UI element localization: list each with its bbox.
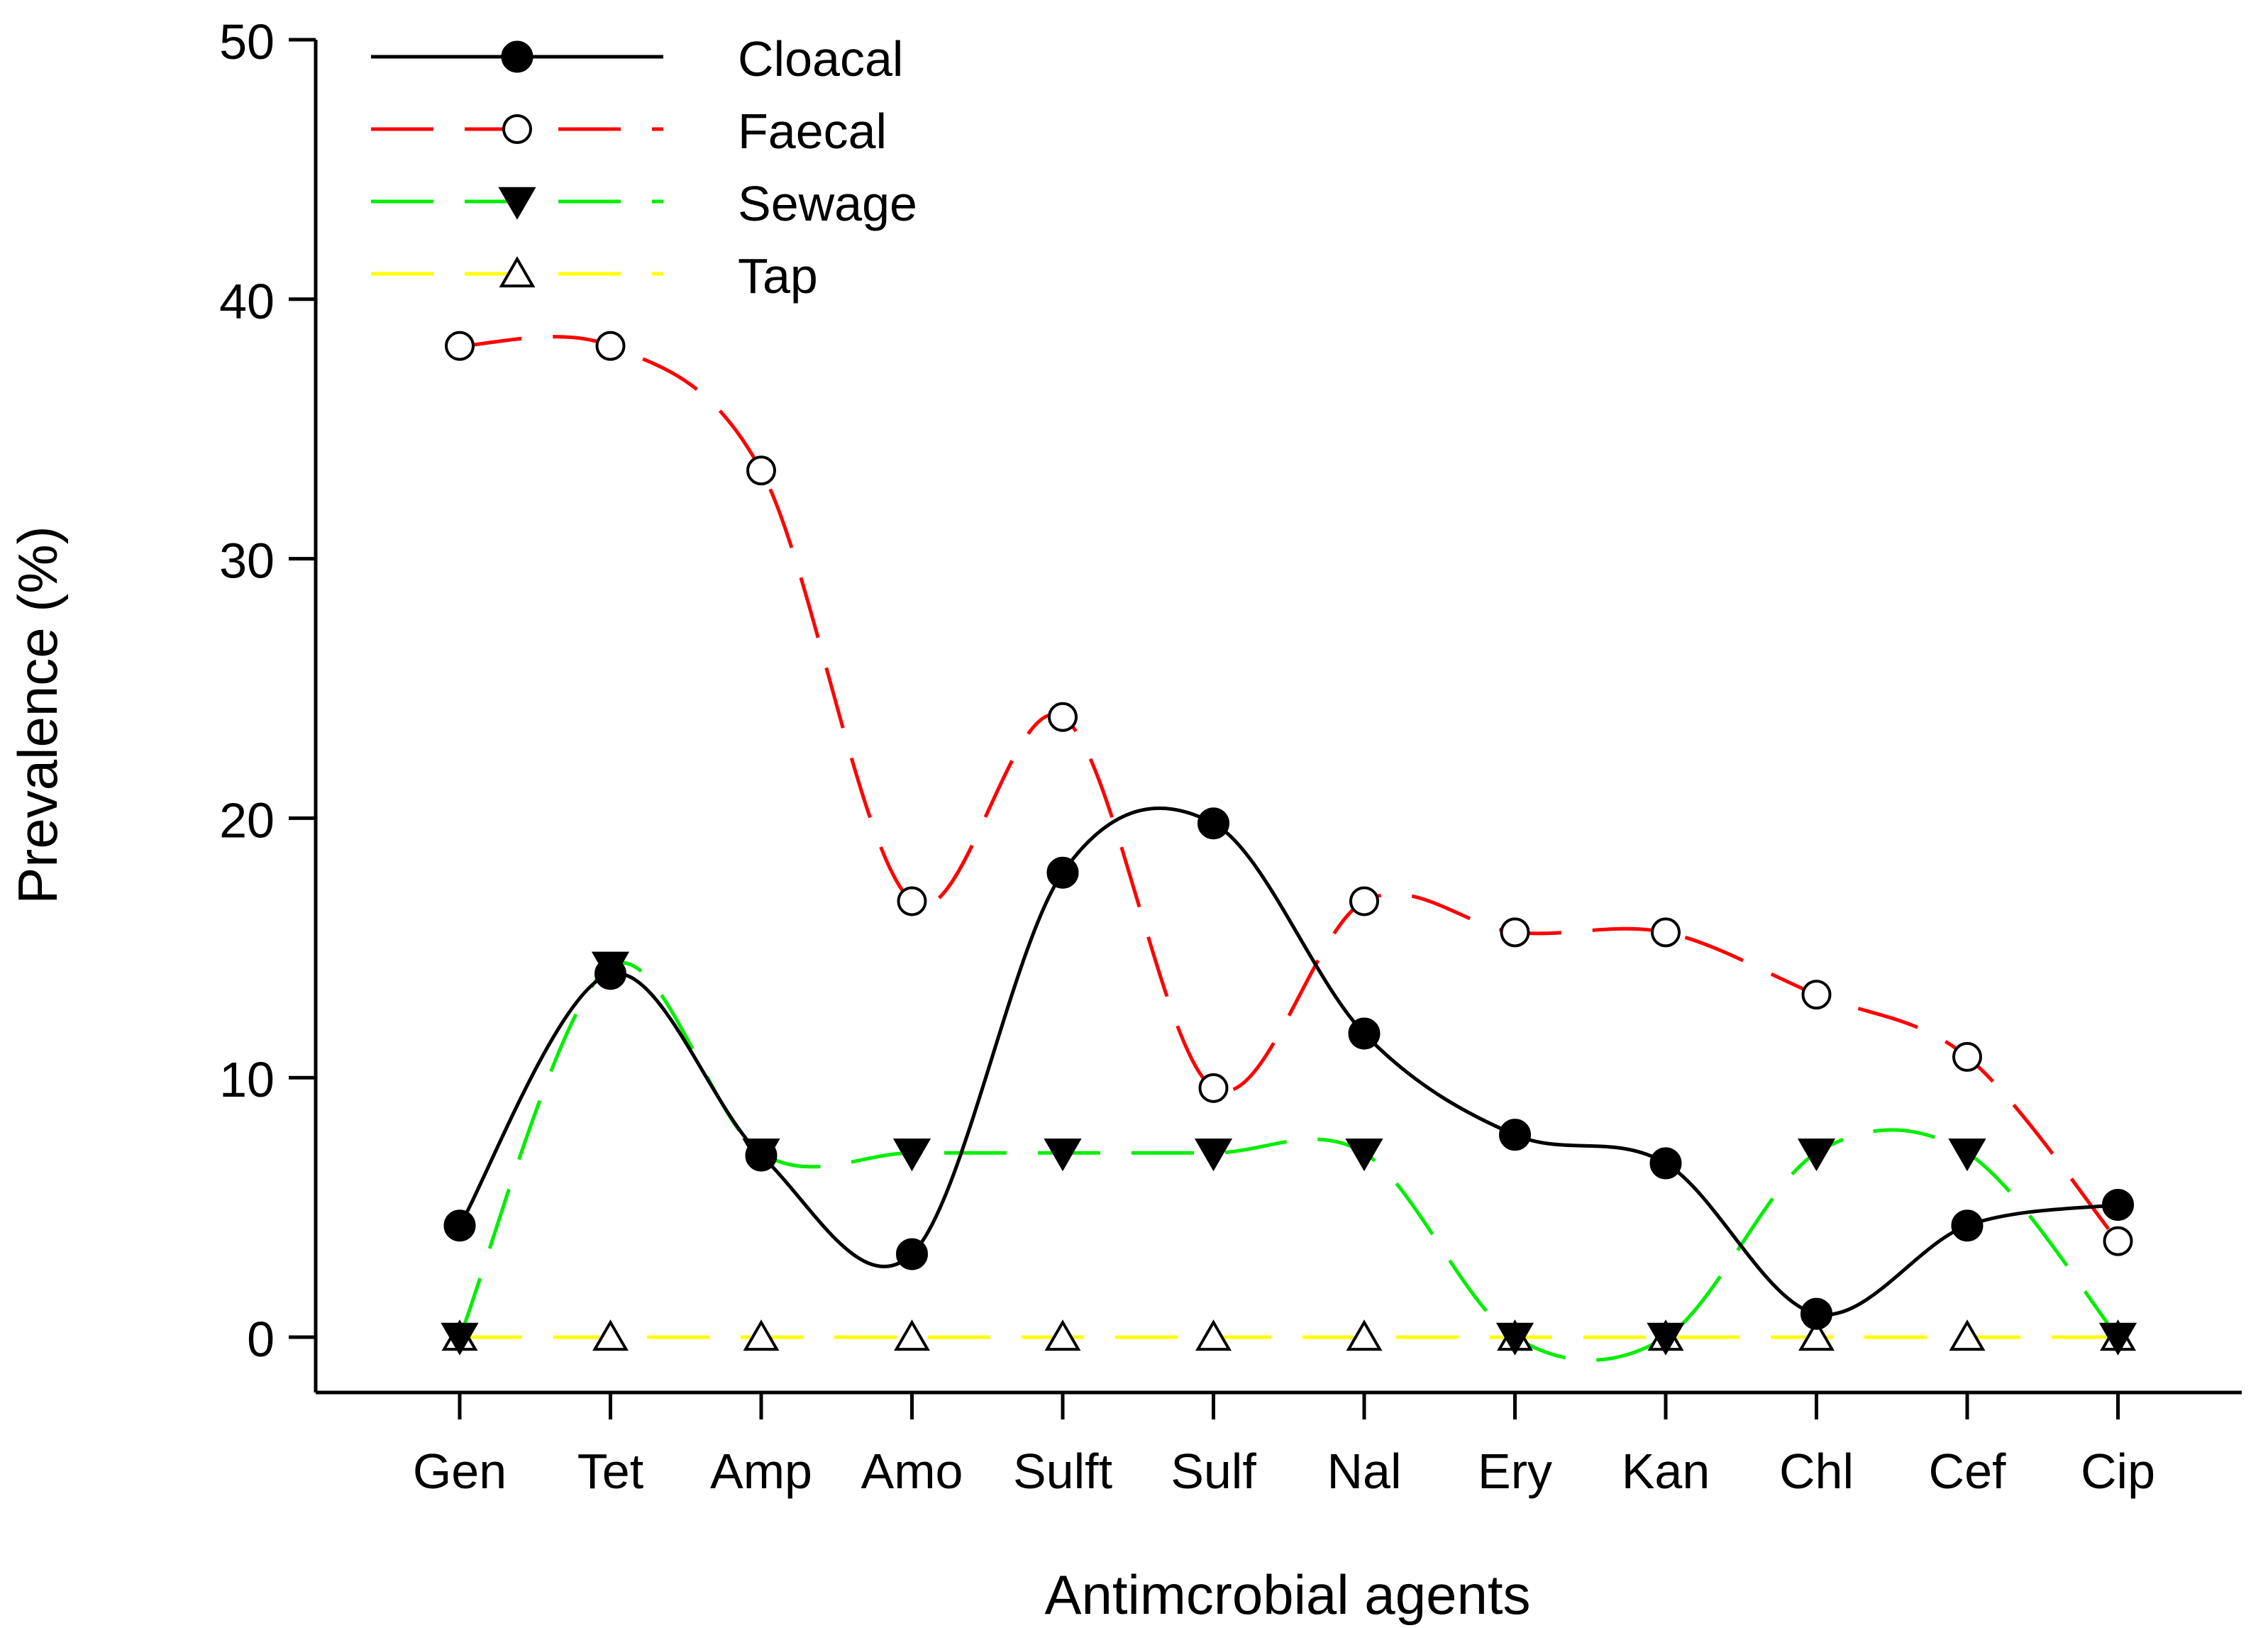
point-cloacal-kan (1649, 1147, 1682, 1180)
point-cloacal-tet (594, 958, 626, 990)
point-sewage-nal (1345, 1139, 1383, 1172)
y-tick-label: 40 (219, 274, 275, 329)
x-tick-label: Nal (1327, 1444, 1401, 1499)
point-sewage-sulf (1194, 1139, 1233, 1172)
x-axis-title: Antimcrobial agents (1044, 1563, 1530, 1626)
point-cloacal-gen (443, 1209, 476, 1242)
point-cloacal-sulft (1046, 856, 1079, 889)
point-tap-amo (894, 1319, 930, 1351)
point-faecal-cip (2103, 1226, 2133, 1256)
legend-marker-tap (499, 256, 536, 288)
point-sewage-gen (441, 1322, 479, 1356)
legend-label-cloacal: Cloacal (738, 31, 903, 87)
point-cloacal-amp (745, 1139, 778, 1172)
point-tap-tet (592, 1319, 629, 1351)
legend-marker-faecal (502, 114, 532, 144)
point-faecal-sulft (1048, 702, 1078, 732)
point-tap-cef (1949, 1319, 1986, 1351)
point-faecal-nal (1349, 886, 1379, 917)
legend-marker-sewage (498, 187, 536, 220)
x-tick-label: Sulf (1171, 1444, 1256, 1499)
point-faecal-amp (746, 455, 776, 486)
point-sewage-sulft (1044, 1139, 1082, 1172)
legend: Cloacal Faecal Sewage Tap (371, 31, 917, 304)
legend-label-tap: Tap (738, 248, 818, 304)
point-tap-sulf (1195, 1319, 1232, 1351)
point-cloacal-cip (2102, 1188, 2134, 1221)
point-faecal-tet (595, 331, 626, 361)
y-axis-title: Prevalence (%) (6, 526, 69, 904)
point-cloacal-amo (896, 1238, 928, 1270)
x-tick-label: Gen (413, 1444, 507, 1499)
x-tick-label: Tet (577, 1444, 643, 1499)
point-faecal-amo (897, 886, 927, 917)
point-sewage-ery (1495, 1322, 1534, 1356)
y-tick-label: 50 (219, 14, 275, 70)
x-tick-label: Chl (1779, 1444, 1854, 1499)
legend-label-sewage: Sewage (738, 176, 917, 231)
series-markers (441, 331, 2137, 1356)
point-cloacal-nal (1348, 1017, 1381, 1050)
point-faecal-kan (1651, 917, 1681, 948)
x-tick-label: Cef (1929, 1444, 2006, 1499)
point-sewage-amo (892, 1139, 931, 1172)
x-tick-label: Sulft (1013, 1444, 1112, 1499)
y-tick-label: 30 (219, 533, 275, 589)
x-tick-label: Amp (710, 1444, 812, 1499)
point-tap-chl (1798, 1319, 1835, 1351)
y-tick-label: 0 (247, 1312, 275, 1367)
point-sewage-cip (2098, 1322, 2137, 1356)
legend-marker-cloacal (501, 40, 533, 73)
y-tick-label: 10 (219, 1052, 275, 1107)
point-sewage-chl (1797, 1139, 1836, 1172)
point-cloacal-sulf (1197, 807, 1229, 840)
axes: 0 10 20 30 40 50 Gen Tet Amp Amo Sulft Sulf Nal Ery Ka… (219, 14, 2242, 1499)
point-faecal-ery (1500, 917, 1530, 948)
point-sewage-kan (1647, 1322, 1685, 1356)
x-tick-label: Ery (1478, 1444, 1552, 1499)
point-faecal-gen (445, 331, 475, 361)
point-cloacal-chl (1800, 1297, 1832, 1330)
point-sewage-cef (1948, 1139, 1986, 1172)
point-faecal-cef (1952, 1041, 1982, 1072)
point-cloacal-cef (1951, 1209, 1984, 1242)
point-faecal-sulf (1198, 1073, 1229, 1103)
point-cloacal-ery (1499, 1119, 1531, 1151)
x-tick-label: Amo (861, 1444, 963, 1499)
point-tap-nal (1346, 1319, 1383, 1351)
x-tick-label: Kan (1622, 1444, 1710, 1499)
point-tap-amp (743, 1319, 780, 1351)
x-tick-label: Cip (2081, 1444, 2155, 1499)
y-tick-label: 20 (219, 792, 275, 848)
legend-label-faecal: Faecal (738, 104, 887, 159)
point-faecal-chl (1801, 980, 1832, 1010)
point-tap-sulft (1044, 1319, 1081, 1351)
